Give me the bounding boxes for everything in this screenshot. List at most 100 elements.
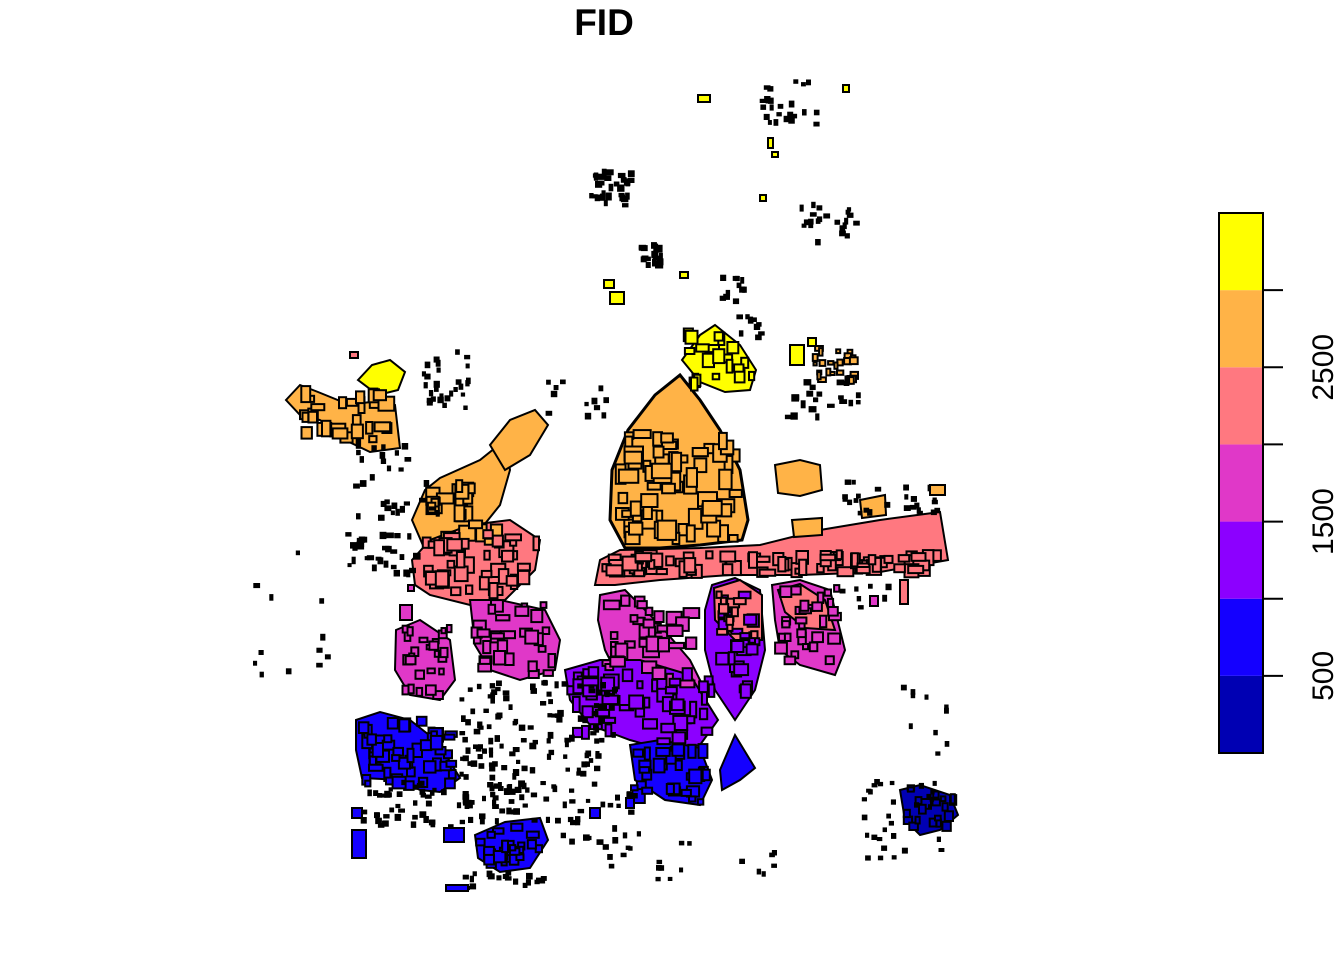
building-footprint: [625, 192, 630, 200]
building-footprint: [426, 667, 436, 675]
building-footprint: [383, 734, 393, 744]
building-footprint: [938, 848, 945, 852]
building-footprint: [445, 884, 469, 892]
building-footprint: [755, 334, 762, 341]
building-footprint: [712, 348, 726, 365]
building-footprint: [632, 748, 645, 758]
building-footprint: [391, 502, 398, 509]
building-footprint: [545, 410, 553, 416]
building-footprint: [488, 737, 494, 745]
building-footprint: [435, 359, 441, 367]
building-footprint: [794, 616, 808, 625]
building-footprint: [835, 348, 842, 355]
building-footprint: [521, 765, 528, 772]
building-footprint: [598, 173, 605, 180]
building-footprint: [671, 731, 687, 745]
building-footprint: [936, 836, 941, 842]
building-footprint: [488, 582, 499, 600]
building-footprint: [738, 330, 744, 337]
building-footprint: [542, 669, 554, 677]
building-footprint: [811, 601, 823, 612]
building-footprint: [908, 821, 919, 831]
building-footprint: [842, 84, 850, 93]
building-footprint: [505, 870, 512, 876]
building-footprint: [643, 256, 651, 262]
building-footprint: [739, 683, 752, 699]
building-footprint: [716, 628, 729, 636]
building-footprint: [844, 233, 850, 239]
building-footprint: [455, 551, 466, 569]
building-footprint: [833, 361, 839, 370]
colorbar-legend: 500 1500 2500: [1218, 212, 1340, 754]
building-footprint: [732, 597, 747, 606]
building-footprint: [623, 450, 643, 465]
building-footprint: [851, 479, 856, 485]
building-footprint: [394, 450, 399, 456]
building-footprint: [617, 468, 640, 484]
building-footprint: [718, 431, 728, 451]
building-footprint: [929, 797, 935, 802]
building-footprint: [540, 701, 547, 706]
building-footprint: [379, 452, 386, 459]
building-footprint: [369, 474, 375, 481]
building-footprint: [462, 755, 469, 762]
building-footprint: [609, 291, 625, 305]
building-footprint: [914, 815, 921, 825]
building-footprint: [596, 839, 604, 845]
building-footprint: [468, 519, 484, 530]
building-footprint: [827, 403, 835, 408]
building-footprint: [253, 583, 261, 589]
building-footprint: [421, 371, 426, 377]
building-footprint: [725, 615, 735, 626]
building-footprint: [718, 603, 730, 615]
building-footprint: [683, 557, 697, 574]
building-footprint: [338, 396, 348, 410]
building-footprint: [857, 605, 864, 610]
building-footprint: [356, 541, 365, 550]
building-footprint: [605, 192, 612, 201]
building-footprint: [395, 508, 400, 516]
building-footprint: [808, 641, 819, 653]
building-footprint: [611, 732, 616, 738]
building-footprint: [667, 641, 685, 650]
building-footprint: [693, 457, 708, 474]
building-footprint: [548, 749, 555, 756]
building-footprint: [487, 603, 497, 615]
building-footprint: [569, 799, 576, 804]
building-footprint: [483, 537, 494, 546]
building-footprint: [861, 797, 867, 802]
building-footprint: [524, 629, 540, 645]
building-footprint: [477, 754, 483, 760]
building-footprint: [848, 356, 859, 366]
building-footprint: [413, 800, 418, 806]
building-footprint: [582, 717, 588, 724]
building-footprint: [406, 747, 415, 764]
building-footprint: [355, 442, 361, 449]
building-footprint: [700, 690, 709, 706]
building-footprint: [569, 838, 575, 845]
building-footprint: [944, 741, 950, 747]
building-footprint: [617, 172, 626, 179]
building-footprint: [758, 568, 777, 577]
building-footprint: [584, 752, 590, 759]
building-footprint: [476, 628, 491, 638]
building-footprint: [774, 641, 788, 655]
building-footprint: [788, 118, 795, 124]
building-footprint: [853, 498, 859, 503]
building-footprint: [486, 870, 493, 878]
building-footprint: [395, 803, 401, 809]
building-footprint: [604, 175, 612, 182]
building-footprint: [489, 683, 496, 689]
building-footprint: [259, 671, 264, 678]
building-footprint: [404, 457, 412, 462]
building-footprint: [489, 632, 505, 640]
building-footprint: [910, 496, 917, 502]
building-footprint: [425, 800, 432, 807]
building-footprint: [848, 376, 855, 385]
building-footprint: [749, 316, 754, 322]
building-footprint: [690, 376, 699, 392]
building-footprint: [351, 829, 367, 859]
building-footprint: [801, 82, 806, 87]
building-footprint: [439, 393, 444, 398]
building-footprint: [802, 643, 810, 651]
